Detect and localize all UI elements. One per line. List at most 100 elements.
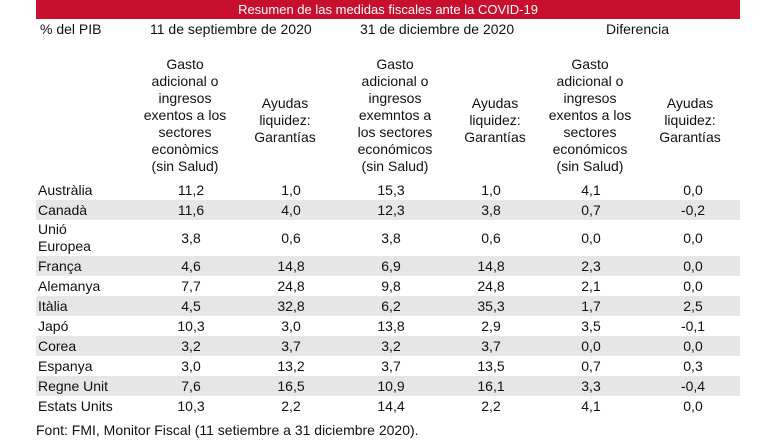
- value-cell: 1,7: [536, 296, 646, 316]
- table-row: Estats Units 10,3 2,2 14,4 2,2 4,1 0,0: [36, 396, 740, 416]
- table-row: Austràlia 11,2 1,0 15,3 1,0 4,1 0,0: [36, 180, 740, 200]
- table-row: Corea 3,2 3,7 3,2 3,7 0,0 0,0: [36, 336, 740, 356]
- value-cell: 6,2: [336, 296, 446, 316]
- value-cell: 16,5: [246, 376, 336, 396]
- country-cell: Estats Units: [38, 397, 113, 414]
- value-cell: 9,8: [381, 277, 401, 294]
- value-cell: 12,3: [336, 200, 446, 220]
- value-cell: 4,5: [136, 296, 246, 316]
- value-cell: -0,2: [646, 200, 740, 220]
- country-cell: Canadà: [36, 200, 136, 220]
- country-cell: Espanya: [38, 357, 93, 374]
- period-header-dec: 31 de diciembre de 2020: [360, 21, 515, 37]
- period-header-diff: Diferencia: [606, 21, 670, 37]
- country-cell: Austràlia: [38, 181, 93, 198]
- value-cell: 3,0: [181, 357, 201, 374]
- value-cell: 0,0: [646, 256, 740, 276]
- value-cell: 11,6: [136, 200, 246, 220]
- period-header-sep: 11 de septiembre de 2020: [150, 21, 312, 37]
- col-header-ayudas-diff: Ayudas liquidez: Garantías: [659, 95, 721, 145]
- value-cell: 0,7: [536, 200, 646, 220]
- value-cell: 3,7: [446, 336, 536, 356]
- country-cell: Itàlia: [36, 296, 136, 316]
- country-cell: Unió Europea: [38, 221, 91, 254]
- value-cell: 3,7: [381, 357, 401, 374]
- value-cell: 4,6: [136, 256, 246, 276]
- value-cell: 2,3: [536, 256, 646, 276]
- value-cell: 0,0: [683, 277, 703, 294]
- country-cell: França: [36, 256, 136, 276]
- value-cell: 35,3: [446, 296, 536, 316]
- value-cell: 3,3: [536, 376, 646, 396]
- value-cell: 3,2: [336, 336, 446, 356]
- value-cell: 3,5: [581, 317, 601, 334]
- value-cell: 10,3: [177, 397, 205, 414]
- table-row: Canadà 11,6 4,0 12,3 3,8 0,7 -0,2: [36, 200, 740, 220]
- value-cell: 3,8: [446, 200, 536, 220]
- value-cell: 4,1: [581, 397, 601, 414]
- value-cell: -0,1: [680, 317, 706, 334]
- value-cell: 6,9: [336, 256, 446, 276]
- value-cell: 4,0: [246, 200, 336, 220]
- value-cell: 3,7: [246, 336, 336, 356]
- value-cell: -0,4: [646, 376, 740, 396]
- value-cell: 4,1: [581, 181, 601, 198]
- value-cell: 32,8: [246, 296, 336, 316]
- col-header-ayudas-sep: Ayudas liquidez: Garantías: [254, 95, 316, 145]
- value-cell: 14,8: [246, 256, 336, 276]
- value-cell: 2,2: [481, 397, 501, 414]
- value-cell: 24,8: [277, 277, 305, 294]
- value-cell: 3,0: [281, 317, 301, 334]
- unit-label: % del PIB: [40, 21, 102, 37]
- table-row: Itàlia 4,5 32,8 6,2 35,3 1,7 2,5: [36, 296, 740, 316]
- value-cell: 2,5: [646, 296, 740, 316]
- value-cell: 16,1: [446, 376, 536, 396]
- value-cell: 14,8: [446, 256, 536, 276]
- value-cell: 10,9: [336, 376, 446, 396]
- value-cell: 3,2: [136, 336, 246, 356]
- table-row: Unió Europea 3,8 0,6 3,8 0,6 0,0 0,0: [36, 220, 740, 256]
- value-cell: 0,6: [481, 229, 501, 246]
- table-row: Regne Unit 7,6 16,5 10,9 16,1 3,3 -0,4: [36, 376, 740, 396]
- value-cell: 0,0: [683, 397, 703, 414]
- value-cell: 7,7: [181, 277, 201, 294]
- value-cell: 0,0: [536, 336, 646, 356]
- value-cell: 2,1: [581, 277, 601, 294]
- country-cell: Japó: [38, 317, 69, 334]
- value-cell: 3,8: [381, 229, 401, 246]
- table-row: Alemanya 7,7 24,8 9,8 24,8 2,1 0,0: [36, 276, 740, 296]
- value-cell: 0,0: [581, 229, 601, 246]
- country-cell: Alemanya: [38, 277, 101, 294]
- value-cell: 14,4: [377, 397, 405, 414]
- value-cell: 0,0: [646, 336, 740, 356]
- country-cell: Corea: [36, 336, 136, 356]
- source-note: Font: FMI, Monitor Fiscal (11 setiembre …: [36, 422, 419, 438]
- value-cell: 0,3: [683, 357, 703, 374]
- value-cell: 7,6: [136, 376, 246, 396]
- value-cell: 2,9: [481, 317, 501, 334]
- value-cell: 13,5: [477, 357, 505, 374]
- col-header-gasto-diff: Gasto adicional o ingresos exentos a los sec…: [548, 56, 632, 174]
- table-row: Espanya 3,0 13,2 3,7 13,5 0,7 0,3: [36, 356, 740, 376]
- value-cell: 0,0: [683, 181, 703, 198]
- fiscal-measures-table: Austràlia 11,2 1,0 15,3 1,0 4,1 0,0 Canadà 11,6 4…: [36, 180, 740, 416]
- value-cell: 0,7: [581, 357, 601, 374]
- value-cell: 13,8: [377, 317, 405, 334]
- col-header-gasto-sep: Gasto adicional o ingresos exentos a los sec…: [143, 56, 227, 174]
- value-cell: 0,0: [683, 229, 703, 246]
- value-cell: 13,2: [277, 357, 305, 374]
- value-cell: 0,6: [281, 229, 301, 246]
- value-cell: 15,3: [377, 181, 405, 198]
- col-header-ayudas-dec: Ayudas liquidez: Garantías: [464, 95, 526, 145]
- table-title: Resumen de las medidas fiscales ante la …: [36, 0, 740, 19]
- value-cell: 11,2: [177, 181, 205, 198]
- value-cell: 10,3: [177, 317, 205, 334]
- table-row: França 4,6 14,8 6,9 14,8 2,3 0,0: [36, 256, 740, 276]
- value-cell: 1,0: [481, 181, 501, 198]
- value-cell: 24,8: [477, 277, 505, 294]
- country-cell: Regne Unit: [36, 376, 136, 396]
- value-cell: 1,0: [281, 181, 301, 198]
- value-cell: 2,2: [281, 397, 301, 414]
- value-cell: 3,8: [181, 229, 201, 246]
- table-row: Japó 10,3 3,0 13,8 2,9 3,5 -0,1: [36, 316, 740, 336]
